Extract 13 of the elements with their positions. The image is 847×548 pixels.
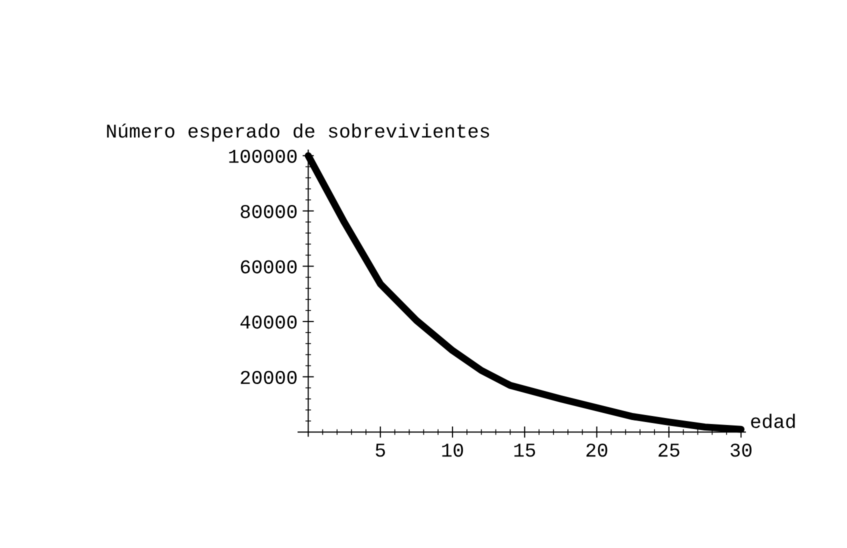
x-axis-title: edad <box>751 414 795 428</box>
y-tick-label: 20000 <box>240 370 297 384</box>
x-tick-label: 5 <box>376 444 385 457</box>
x-tick-label: 30 <box>730 444 752 457</box>
x-tick-label: 15 <box>514 444 536 457</box>
y-tick-label: 60000 <box>240 260 297 274</box>
y-tick-label: 100000 <box>229 150 297 163</box>
y-tick-label: 40000 <box>240 316 297 329</box>
y-axis-title: Número esperado de sobrevivientes <box>107 123 490 142</box>
y-tick-label: 80000 <box>240 204 297 218</box>
x-tick-label: 20 <box>586 444 608 457</box>
x-tick-label: 10 <box>442 444 463 457</box>
x-tick-label: 25 <box>658 444 680 457</box>
